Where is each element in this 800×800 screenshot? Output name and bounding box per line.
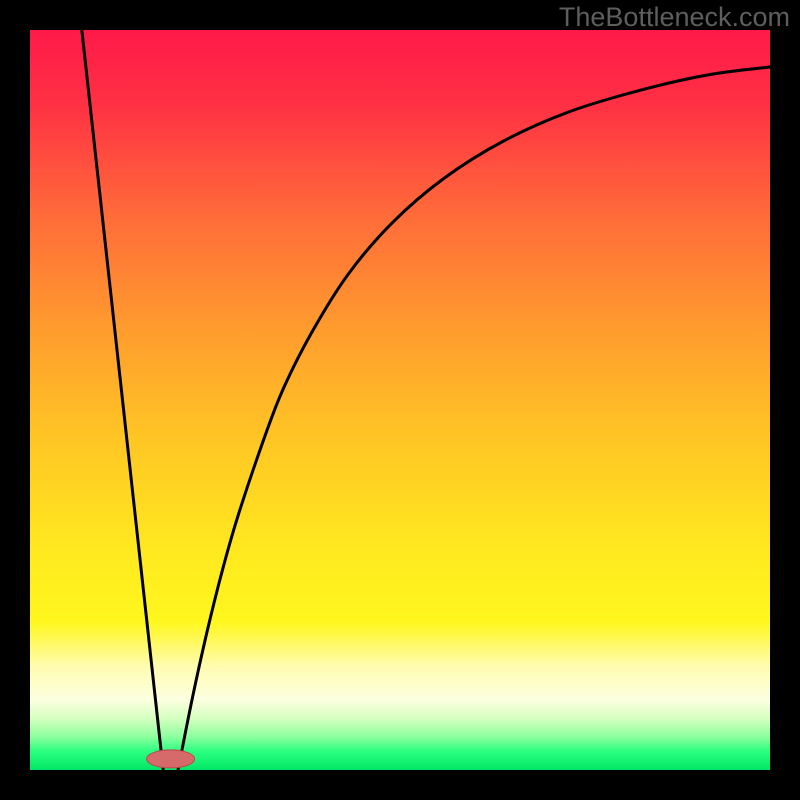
chart-stage: TheBottleneck.com [0, 0, 800, 800]
bottleneck-marker [147, 750, 195, 768]
plot-gradient-background [30, 30, 770, 770]
bottleneck-chart [0, 0, 800, 800]
watermark-text: TheBottleneck.com [559, 2, 790, 33]
